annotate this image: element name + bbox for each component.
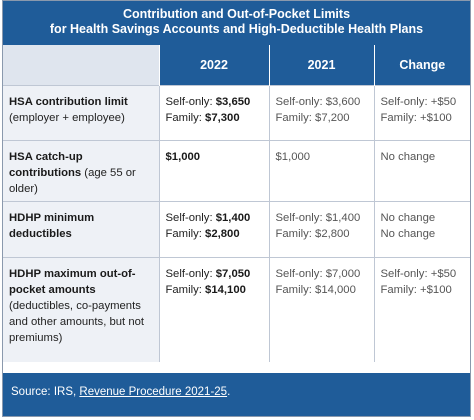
value-2021-cell: Self-only: $7,000 Family: $14,000 xyxy=(269,257,375,362)
source-prefix: Source: IRS, xyxy=(11,386,80,398)
change-cell: No change xyxy=(374,140,470,202)
title-line-1: Contribution and Out-of-Pocket Limits xyxy=(122,7,351,21)
change-line: Family: +$100 xyxy=(380,112,452,124)
value-2022-cell: Self-only: $3,650 Family: $7,300 xyxy=(159,85,270,141)
row-label-bold: HSA contribution limit xyxy=(9,96,128,108)
value-2022-line: Family: $14,100 xyxy=(166,282,264,298)
value-2022-line: Self-only: $7,050 xyxy=(166,266,264,282)
change-line: Self-only: +$50 xyxy=(380,96,457,108)
header-blank-cell xyxy=(3,45,160,86)
row-label-bold: HSA catch-up contributions xyxy=(9,151,83,179)
change-line: No change xyxy=(380,228,436,240)
change-line: No change xyxy=(380,212,436,224)
value-2021-cell: Self-only: $3,600 Family: $7,200 xyxy=(269,85,375,141)
table-row: HDHP minimum deductibles Self-only: $1,40… xyxy=(3,201,470,258)
row-label-cell: HSA contribution limit (employer + emplo… xyxy=(3,85,160,141)
row-label-bold: HDHP maximum out-of-pocket amounts xyxy=(9,268,136,296)
value-2021-line: $1,000 xyxy=(275,151,311,163)
value-2021-line: Self-only: $7,000 xyxy=(275,268,361,280)
value-2021-line: Family: $7,200 xyxy=(275,112,350,124)
change-cell: Self-only: +$50 Family: +$100 xyxy=(374,257,470,362)
table-row: HSA contribution limit (employer + emplo… xyxy=(3,85,470,141)
value-2021-line: Family: $14,000 xyxy=(275,284,356,296)
limits-table: 2022 2021 Change HSA contribution limit … xyxy=(3,45,470,362)
value-2022-line: $1,000 xyxy=(166,149,264,165)
value-2022-prefix: Self-only: xyxy=(165,268,216,280)
change-cell: Self-only: +$50 Family: +$100 xyxy=(374,85,470,141)
table-row: HSA catch-up contributions (age 55 or ol… xyxy=(3,140,470,202)
title-line-2: for Health Savings Accounts and High-Ded… xyxy=(49,22,424,36)
value-2021-cell: $1,000 xyxy=(269,140,375,202)
change-line: Family: +$100 xyxy=(380,284,452,296)
value-2021-line: Family: $2,800 xyxy=(275,228,350,240)
value-2022-line: Self-only: $1,400 xyxy=(166,210,264,226)
value-2022-prefix: Family: xyxy=(165,112,206,124)
change-cell: No change No change xyxy=(374,201,470,258)
source-footer: Source: IRS, Revenue Procedure 2021-25. xyxy=(3,373,470,416)
value-2022-amount: $2,800 xyxy=(205,228,240,240)
value-2022-amount: $1,400 xyxy=(215,212,251,224)
value-2022-amount: $3,650 xyxy=(215,96,251,108)
row-label-bold: HDHP minimum deductibles xyxy=(9,212,95,240)
value-2022-amount: $1,000 xyxy=(165,151,201,163)
value-2021-cell: Self-only: $1,400 Family: $2,800 xyxy=(269,201,375,258)
source-suffix: . xyxy=(227,386,231,398)
value-2022-cell: Self-only: $7,050 Family: $14,100 xyxy=(159,257,270,362)
value-2022-line: Family: $7,300 xyxy=(166,110,264,126)
value-2022-prefix: Family: xyxy=(165,228,206,240)
value-2021-line: Self-only: $1,400 xyxy=(275,212,361,224)
header-change: Change xyxy=(374,45,470,86)
value-2022-cell: $1,000 xyxy=(159,140,270,202)
value-2022-prefix: Family: xyxy=(165,284,206,296)
row-label-cell: HDHP maximum out-of-pocket amounts (dedu… xyxy=(3,257,160,362)
value-2021-line: Self-only: $3,600 xyxy=(275,96,361,108)
value-2022-prefix: Self-only: xyxy=(165,96,216,108)
header-row: 2022 2021 Change xyxy=(3,45,470,86)
header-2021: 2021 xyxy=(269,45,375,86)
value-2022-amount: $14,100 xyxy=(205,284,246,296)
value-2022-amount: $7,050 xyxy=(215,268,251,280)
row-label-detail: (age 55 or older) xyxy=(9,167,136,195)
header-2022: 2022 xyxy=(159,45,270,86)
revenue-procedure-link[interactable]: Revenue Procedure 2021-25 xyxy=(79,386,228,398)
table-title: Contribution and Out-of-Pocket Limits fo… xyxy=(3,1,470,45)
value-2022-line: Family: $2,800 xyxy=(166,226,264,242)
value-2022-cell: Self-only: $1,400 Family: $2,800 xyxy=(159,201,270,258)
table-row: HDHP maximum out-of-pocket amounts (dedu… xyxy=(3,257,470,362)
value-2022-prefix: Self-only: xyxy=(165,212,216,224)
row-label-cell: HSA catch-up contributions (age 55 or ol… xyxy=(3,140,160,202)
row-label-cell: HDHP minimum deductibles xyxy=(3,201,160,258)
row-label-detail: (deductibles, co-payments and other amou… xyxy=(9,300,145,344)
value-2022-line: Self-only: $3,650 xyxy=(166,94,264,110)
change-line: No change xyxy=(380,151,436,163)
change-line: Self-only: +$50 xyxy=(380,268,457,280)
value-2022-amount: $7,300 xyxy=(205,112,240,124)
row-label-detail: (employer + employee) xyxy=(9,112,125,124)
